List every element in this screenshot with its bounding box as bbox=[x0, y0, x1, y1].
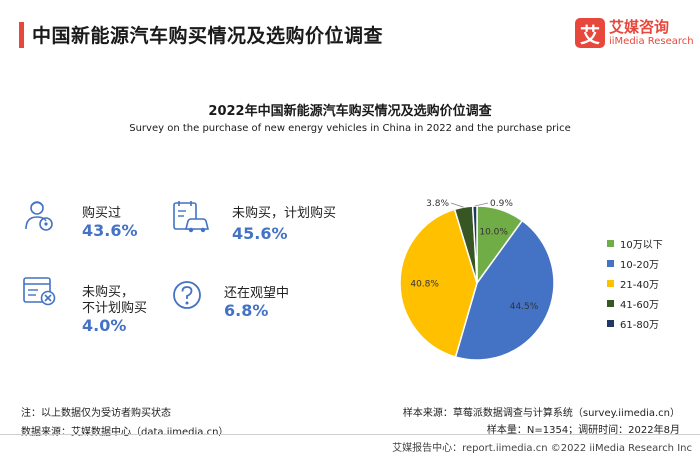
stat-not-planning-label-line1: 未购买， bbox=[82, 285, 135, 300]
legend-swatch bbox=[607, 280, 614, 287]
sample-source: 样本来源：草莓派数据调查与计算系统（survey.iimedia.cn） bbox=[402, 408, 680, 419]
legend-item-41-60万: 41-60万 bbox=[607, 296, 659, 311]
stat-plan-to-buy-value: 45.6% bbox=[232, 224, 288, 243]
stat-not-planning-value: 4.0% bbox=[82, 316, 127, 335]
pie-slice-61-80万 bbox=[471, 205, 478, 284]
legend-item-21-40万: 21-40万 bbox=[607, 276, 659, 291]
footer-text: 艾媒报告中心：report.iimedia.cn ©2022 iiMedia R… bbox=[392, 443, 692, 454]
logo-chinese-name: 艾媒咨询 bbox=[609, 17, 670, 36]
legend-swatch bbox=[607, 320, 614, 327]
pie-slice-21-40万 bbox=[399, 208, 478, 358]
stat-wait-and-see-value: 6.8% bbox=[224, 301, 269, 320]
legend-item-10-20万: 10-20万 bbox=[607, 256, 659, 271]
chart-title: 2022年中国新能源汽车购买情况及选购价位调查 bbox=[208, 104, 492, 119]
stat-purchased-label: 购买过 bbox=[82, 206, 122, 221]
pie-label-61-80万: 0.9% bbox=[490, 199, 513, 209]
legend-item-61-80万: 61-80万 bbox=[607, 316, 659, 331]
legend-label: 41-60万 bbox=[620, 300, 660, 311]
legend-swatch bbox=[607, 240, 614, 247]
leader-line-61-80万 bbox=[474, 202, 489, 207]
brand-logo: 艾 艾媒咨询 iiMedia Research bbox=[575, 18, 694, 48]
driver-icon bbox=[25, 201, 53, 231]
pie-label-41-60万: 3.8% bbox=[426, 199, 449, 209]
logo-english-name: iiMedia Research bbox=[609, 35, 694, 47]
legend-label: 10-20万 bbox=[620, 260, 660, 271]
legend-swatch bbox=[607, 260, 614, 267]
legend-label: 10万以下 bbox=[620, 240, 663, 251]
stat-plan-to-buy-label: 未购买，计划购买 bbox=[232, 206, 337, 221]
logo-text: 艾媒咨询 iiMedia Research bbox=[609, 17, 694, 48]
data-source: 数据来源：艾媒数据中心（data.iimedia.cn） bbox=[21, 427, 229, 438]
reject-list-icon bbox=[23, 277, 56, 306]
legend-label: 21-40万 bbox=[620, 280, 660, 291]
chart-note: 注：以上数据仅为受访者购买状态 bbox=[21, 408, 171, 419]
stat-not-planning-label-line2: 不计划购买 bbox=[82, 301, 148, 316]
leader-line-41-60万 bbox=[450, 202, 464, 208]
pie-label-10-20万: 44.5% bbox=[510, 302, 539, 312]
stat-purchased-value: 43.6% bbox=[82, 221, 138, 240]
pie-slice-10-20万 bbox=[454, 219, 555, 361]
legend-label: 61-80万 bbox=[620, 320, 660, 331]
legend-item-10万以下: 10万以下 bbox=[607, 236, 663, 251]
stat-wait-and-see-label: 还在观望中 bbox=[224, 286, 290, 301]
pie-label-10万以下: 10.0% bbox=[479, 228, 508, 238]
title-accent-bar bbox=[19, 22, 24, 48]
legend-swatch bbox=[607, 300, 614, 307]
question-icon bbox=[173, 281, 201, 309]
car-plan-icon bbox=[173, 201, 210, 233]
chart-subtitle: Survey on the purchase of new energy veh… bbox=[129, 123, 571, 134]
page-title: 中国新能源汽车购买情况及选购价位调查 bbox=[32, 25, 384, 47]
pie-label-21-40万: 40.8% bbox=[410, 279, 439, 289]
sample-size: 样本量：N=1354；调研时间：2022年8月 bbox=[486, 425, 680, 436]
footer-divider bbox=[0, 434, 700, 435]
logo-mark: 艾 bbox=[575, 18, 605, 48]
